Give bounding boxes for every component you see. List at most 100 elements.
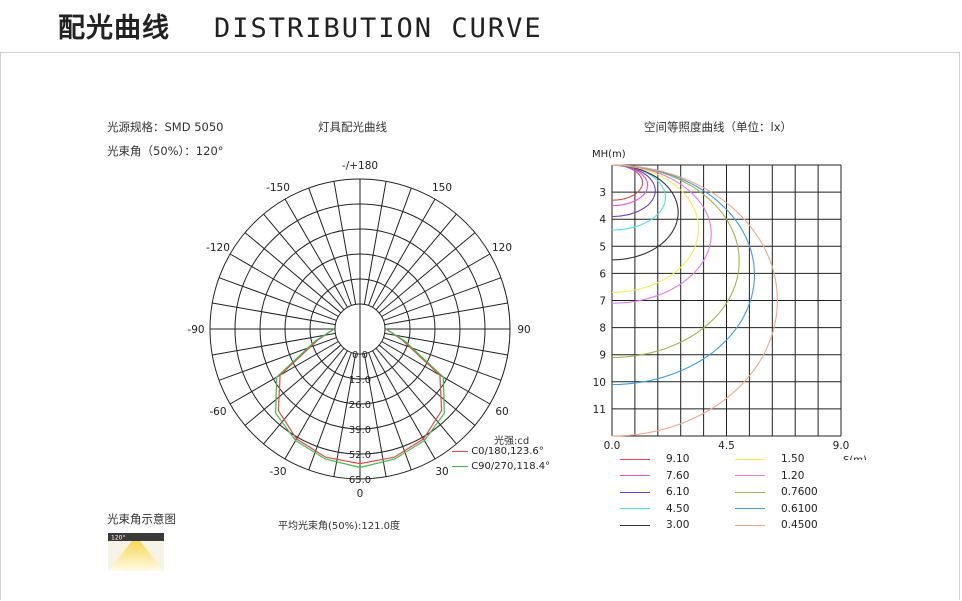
- polar-angle-label: -150: [266, 182, 290, 194]
- isolux-legend-swatch: [620, 524, 650, 526]
- spec-source: 光源规格：SMD 5050: [107, 120, 224, 134]
- isolux-legend-swatch: [735, 524, 765, 526]
- polar-angle-label: -60: [209, 406, 226, 418]
- polar-spoke: [308, 187, 352, 306]
- polar-spoke: [384, 302, 508, 326]
- isolux-legend-swatch: [735, 475, 765, 476]
- isolux-curves: [611, 164, 778, 437]
- polar-angle-label: -/+180: [342, 160, 378, 172]
- polar-angle-label: -90: [187, 324, 204, 336]
- isolux-curve: [611, 164, 756, 386]
- isolux-legend-label: 1.50: [781, 453, 805, 465]
- isolux-legend-item: 6.10: [620, 486, 689, 498]
- isolux-legend-swatch: [620, 475, 650, 476]
- isolux-legend: 9.10 1.50 7.60 1.20 6.10 0.7600 4.50 0.6100 3.00…: [620, 453, 850, 538]
- isolux-legend-item: 0.7600: [735, 486, 818, 498]
- polar-angle-label: 150: [432, 182, 452, 194]
- polar-spoke: [363, 181, 387, 305]
- polar-spoke: [381, 341, 491, 405]
- isolux-legend-item: 3.00: [620, 519, 689, 531]
- polar-angle-label: -120: [206, 242, 230, 254]
- polar-spoke: [212, 332, 336, 356]
- isolux-labels: MH(m) 3 4 5 6 7 8 9 10 11 0.0 4.5 9.0 S(m): [592, 149, 867, 460]
- polar-spoke: [381, 253, 491, 317]
- isolux-curve: [611, 164, 700, 293]
- legend-label-c90: C90/270,118.4°: [471, 461, 551, 472]
- polar-angle-label: 0: [357, 488, 364, 500]
- iso-chart-title: 空间等照度曲线（单位：lx）: [644, 120, 792, 134]
- isolux-curve: [611, 164, 740, 358]
- iso-y-tick: 6: [599, 268, 606, 280]
- polar-spoke: [383, 337, 502, 381]
- polar-legend-c90: C90/270,118.4°: [452, 461, 550, 472]
- polar-legend-c0: C0/180,123.6°: [452, 446, 544, 457]
- iso-y-tick: 7: [599, 296, 606, 308]
- beam-diagram-label: 光束角示意图: [107, 512, 176, 526]
- isolux-legend-label: 7.60: [666, 469, 690, 482]
- polar-angle-label: 90: [517, 324, 530, 336]
- beam-icon-text: 120°: [111, 535, 125, 542]
- polar-angle-label: 30: [435, 466, 448, 478]
- polar-spoke: [375, 347, 457, 445]
- polar-spoke: [368, 187, 412, 306]
- polar-radial-label: 52.0: [349, 450, 371, 461]
- polar-radial-label: 65.0: [349, 475, 371, 486]
- polar-spoke: [212, 302, 336, 326]
- polar-spoke: [284, 198, 348, 308]
- isolux-legend-item: 1.20: [735, 470, 804, 482]
- isolux-curve: [611, 164, 778, 437]
- iso-y-tick: 11: [593, 404, 606, 416]
- polar-spoke: [378, 232, 476, 314]
- iso-y-tick: 9: [599, 350, 606, 362]
- beam-cone-icon: [108, 536, 164, 571]
- polar-radial-label: 26.0: [349, 400, 371, 411]
- isolux-legend-label: 0.7600: [781, 486, 818, 498]
- polar-spoke: [229, 341, 339, 405]
- polar-angle-label: 120: [492, 242, 512, 254]
- spec-beam-angle: 光束角（50%）：120°: [107, 144, 224, 158]
- polar-chart-title: 灯具配光曲线: [318, 120, 387, 134]
- isolux-chart: MH(m) 3 4 5 6 7 8 9 10 11 0.0 4.5 9.0 S(m): [592, 149, 867, 460]
- polar-radial-label: 13.0: [349, 375, 371, 386]
- isolux-legend-item: 4.50: [620, 503, 689, 515]
- polar-spoke: [333, 353, 357, 477]
- polar-radial-label: 0.0: [352, 350, 368, 361]
- polar-spoke: [218, 277, 337, 321]
- polar-spoke: [384, 332, 508, 356]
- legend-swatch-c0: [452, 450, 468, 452]
- avg-beam-angle: 平均光束角(50%):121.0度: [278, 521, 401, 532]
- polar-series-group: [275, 328, 445, 469]
- iso-y-tick: 10: [593, 377, 606, 389]
- isolux-curve: [612, 164, 656, 218]
- page-title-cn: 配光曲线: [58, 13, 170, 44]
- iso-x-tick: 9.0: [833, 440, 850, 452]
- polar-angle-label: -30: [269, 466, 286, 478]
- isolux-grid: [611, 164, 842, 437]
- isolux-legend-swatch: [620, 491, 650, 493]
- polar-spoke: [378, 344, 476, 426]
- isolux-legend-swatch: [620, 458, 650, 460]
- isolux-legend-swatch: [735, 458, 765, 460]
- isolux-legend-label: 0.6100: [781, 502, 818, 515]
- polar-spoke: [218, 337, 337, 381]
- polar-grid: [209, 178, 511, 480]
- legend-label-c0: C0/180,123.6°: [471, 446, 544, 457]
- polar-spoke: [263, 347, 345, 445]
- isolux-legend-item: 9.10: [620, 453, 689, 465]
- isolux-legend-swatch: [735, 491, 765, 493]
- polar-spoke: [383, 277, 502, 321]
- isolux-legend-label: 6.10: [666, 486, 690, 498]
- polar-angle-label: 60: [495, 406, 508, 418]
- polar-spoke: [333, 181, 357, 305]
- isolux-legend-item: 7.60: [620, 470, 689, 482]
- iso-x-axis-label: S(m): [843, 455, 867, 460]
- polar-spoke: [363, 353, 387, 477]
- isolux-legend-swatch: [620, 508, 650, 509]
- polar-spoke: [244, 232, 342, 314]
- polar-spoke: [375, 213, 457, 311]
- isolux-curve: [611, 164, 712, 304]
- iso-x-tick: 4.5: [718, 440, 735, 452]
- polar-labels: -/+180 150 120 90 60 30 0 -30 -60 -90 -120 -150 0.0 1…: [187, 160, 530, 500]
- content-frame: [0, 52, 960, 600]
- beam-diagram: 120°: [108, 533, 164, 571]
